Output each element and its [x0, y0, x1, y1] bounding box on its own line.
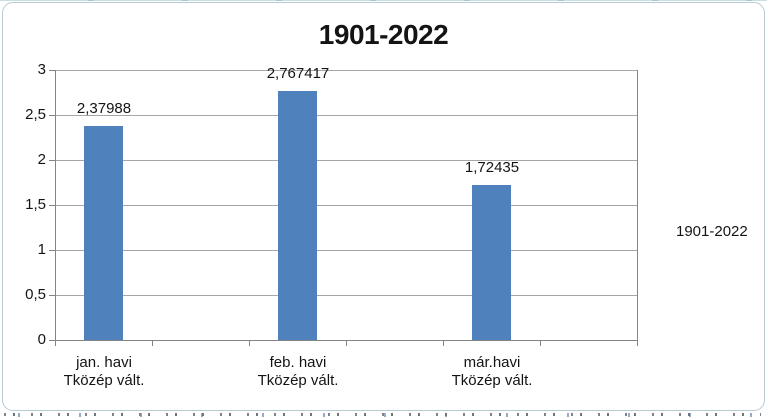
- y-tick-label: 3: [37, 61, 46, 78]
- category-label-line: jan. havi: [76, 354, 132, 371]
- category-label: jan. havi Tközép vált.: [24, 354, 184, 390]
- category-label-line: már.havi: [463, 354, 521, 371]
- gridline: [56, 160, 637, 161]
- x-axis-tick: [346, 340, 347, 346]
- legend[interactable]: 1901-2022: [660, 223, 748, 240]
- category-label-line: Tközép vált.: [451, 372, 533, 389]
- clipped-spreadsheet-row: [4, 413, 761, 417]
- y-tick-label: 2: [37, 151, 46, 168]
- y-axis-tick: [49, 295, 55, 296]
- y-axis-tick: [49, 340, 55, 341]
- x-axis-tick: [540, 340, 541, 346]
- y-tick-label: 1: [37, 241, 46, 258]
- x-axis-tick: [637, 340, 638, 346]
- bar-3[interactable]: [472, 185, 511, 340]
- y-axis-tick: [49, 70, 55, 71]
- y-tick-label: 0,5: [25, 286, 46, 303]
- spreadsheet-gridline-top: [0, 0, 767, 1]
- gridline: [56, 295, 637, 296]
- legend-series-swatch-icon: [660, 227, 670, 237]
- bar-1[interactable]: [84, 126, 123, 340]
- category-label-line: Tközép vált.: [257, 372, 339, 389]
- x-axis-tick: [443, 340, 444, 346]
- y-axis-tick: [49, 115, 55, 116]
- x-axis-tick: [55, 340, 56, 346]
- gridline: [56, 250, 637, 251]
- category-label: már.havi Tközép vált.: [412, 354, 572, 390]
- x-axis-tick: [249, 340, 250, 346]
- y-tick-label: 2,5: [25, 106, 46, 123]
- legend-label: 1901-2022: [676, 223, 748, 240]
- plot-right-border: [637, 70, 638, 340]
- chart-title[interactable]: 1901-2022: [318, 19, 449, 50]
- gridline: [56, 115, 637, 116]
- value-axis-line: [55, 70, 56, 340]
- x-axis-tick: [152, 340, 153, 346]
- y-axis-tick: [49, 160, 55, 161]
- category-label: feb. havi Tközép vált.: [218, 354, 378, 390]
- category-label-line: feb. havi: [269, 354, 327, 371]
- bar-2[interactable]: [278, 91, 317, 340]
- y-tick-label: 1,5: [25, 196, 46, 213]
- bar-value-label: 1,72435: [464, 159, 520, 176]
- bar-value-label: 2,37988: [76, 100, 132, 117]
- y-axis-tick: [49, 205, 55, 206]
- category-label-line: Tközép vált.: [63, 372, 145, 389]
- gridline: [56, 70, 637, 71]
- gridline: [56, 205, 637, 206]
- y-axis-tick: [49, 250, 55, 251]
- y-tick-label: 0: [37, 331, 46, 348]
- bar-value-label: 2,767417: [266, 65, 330, 82]
